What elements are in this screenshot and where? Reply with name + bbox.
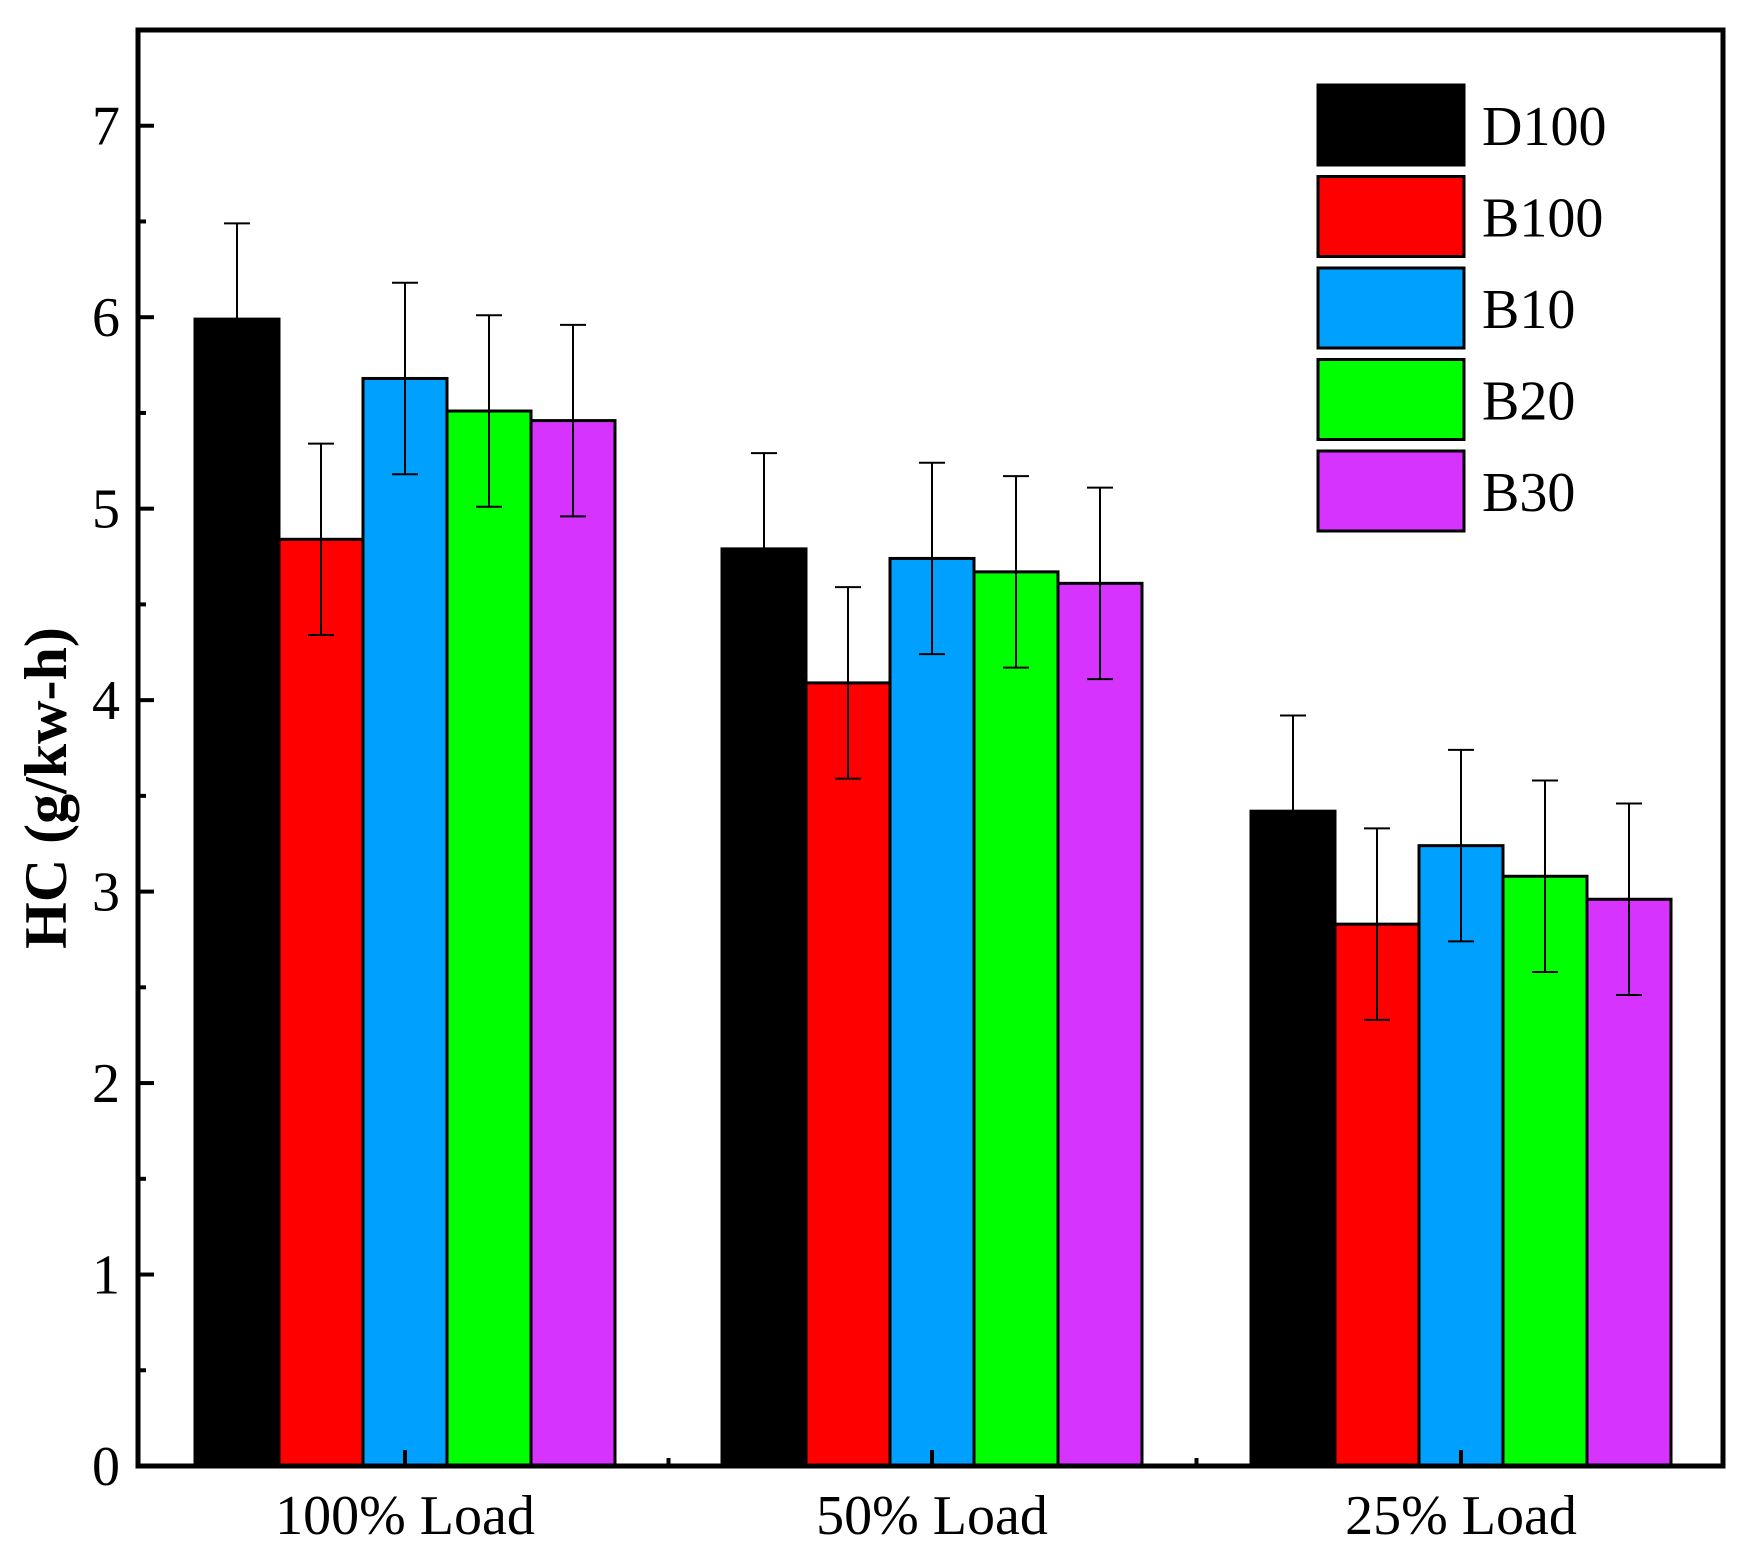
- bar-b10-1: [888, 556, 976, 1468]
- y-tick-label: 3: [92, 862, 120, 924]
- legend-label-b10: B10: [1482, 279, 1575, 341]
- y-tick-label: 2: [92, 1053, 120, 1115]
- x-tick-label: 50% Load: [816, 1485, 1048, 1547]
- y-axis-label: HC (g/kw-h): [13, 627, 79, 949]
- bar-b10-2: [1417, 844, 1505, 1468]
- bar-d100-0: [193, 317, 281, 1468]
- y-tick-label: 0: [92, 1436, 120, 1498]
- bar-d100-2: [1249, 809, 1337, 1468]
- legend-label-d100: D100: [1482, 96, 1606, 158]
- bar-b10-0: [361, 376, 449, 1468]
- y-tick-label: 5: [92, 479, 120, 541]
- bar-b20-0: [445, 409, 533, 1468]
- x-tick-label: 100% Load: [275, 1485, 535, 1547]
- bar-b100-0: [277, 537, 365, 1468]
- legend-swatch-b30: [1316, 449, 1466, 533]
- legend-swatch-d100: [1316, 83, 1466, 167]
- legend-label-b100: B100: [1482, 188, 1603, 250]
- y-tick-label: 4: [92, 670, 120, 732]
- x-tick-label: 25% Load: [1345, 1485, 1577, 1547]
- legend-swatch-b100: [1316, 175, 1466, 258]
- legend-swatch-b10: [1316, 266, 1466, 350]
- y-tick-label: 7: [92, 96, 120, 158]
- bar-b30-0: [529, 419, 617, 1468]
- legend-label-b30: B30: [1482, 462, 1575, 524]
- bar-b30-1: [1056, 581, 1144, 1468]
- y-tick-label: 6: [92, 287, 120, 349]
- bar-b20-1: [972, 570, 1060, 1468]
- legend-swatch-b20: [1316, 358, 1466, 441]
- legend-label-b20: B20: [1482, 371, 1575, 433]
- bar-d100-1: [720, 547, 808, 1468]
- plot-frame: [135, 27, 1726, 1469]
- bar-b100-1: [804, 681, 892, 1468]
- y-tick-label: 1: [92, 1245, 120, 1307]
